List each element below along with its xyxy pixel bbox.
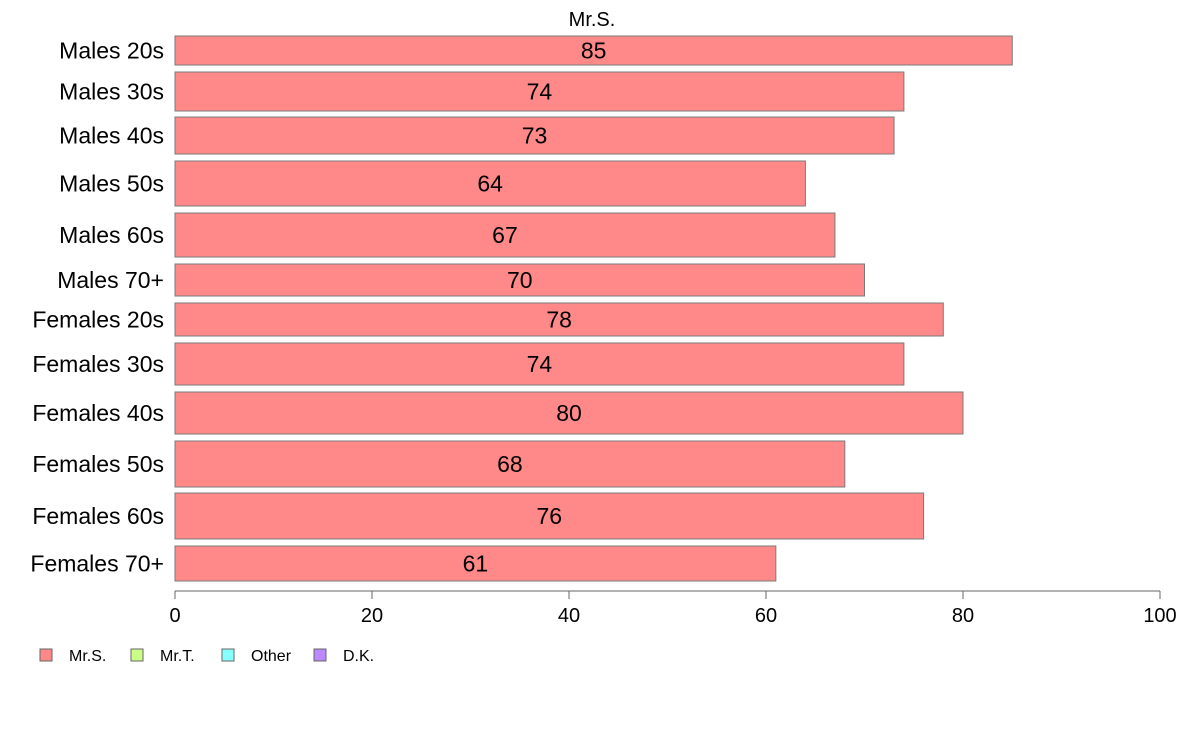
bar: [174, 263, 865, 297]
category-label: Females 20s: [32, 307, 164, 333]
category-label: Males 50s: [59, 171, 164, 197]
bar: [174, 302, 944, 337]
bar-value-label: 68: [497, 451, 523, 477]
category-label: Males 60s: [59, 222, 164, 248]
category-label: Females 40s: [32, 400, 164, 426]
bar-value-label: 78: [546, 307, 572, 333]
x-tick-label: 100: [1143, 605, 1176, 627]
category-label: Females 50s: [32, 451, 164, 477]
x-tick-label: 60: [755, 605, 777, 627]
bar-value-label: 73: [522, 123, 548, 149]
category-label: Males 70+: [57, 267, 164, 293]
x-tick-label: 20: [361, 605, 383, 627]
bar-value-label: 76: [537, 503, 563, 529]
x-tick-label: 0: [169, 605, 180, 627]
legend-swatch: [313, 648, 327, 662]
legend-swatch: [130, 648, 144, 662]
bar: [174, 116, 895, 155]
category-label: Females 30s: [32, 351, 164, 377]
bar: [174, 212, 836, 258]
legend-swatch: [221, 648, 235, 662]
category-labels: Males 20s Males 30s Males 40s Males 50s Male…: [30, 38, 164, 577]
category-label: Males 40s: [59, 123, 164, 149]
category-label: Females 60s: [32, 503, 164, 529]
bar: [174, 440, 846, 488]
x-tick-label: 40: [558, 605, 580, 627]
bar: [174, 342, 905, 386]
bar: [174, 35, 1013, 66]
legend-swatch: [39, 648, 53, 662]
legend-label: D.K.: [343, 648, 374, 665]
bar: [174, 71, 905, 112]
x-tick-label: 80: [952, 605, 974, 627]
bar: [174, 545, 777, 582]
bar-value-label: 74: [527, 79, 553, 105]
category-label: Males 20s: [59, 38, 164, 64]
bar-value-label: 74: [527, 351, 553, 377]
bar-value-label: 61: [463, 551, 489, 577]
chart-title: Mr.S.: [569, 9, 616, 31]
bar-value-label: 67: [492, 222, 518, 248]
bar: [174, 160, 806, 207]
bar-value-label: 80: [556, 400, 582, 426]
bar-value-label: 64: [477, 171, 503, 197]
category-label: Males 30s: [59, 79, 164, 105]
legend: Mr.S. Mr.T. Other D.K.: [39, 648, 374, 665]
bar-value-label: 70: [507, 267, 533, 293]
bar: [174, 391, 964, 435]
bar-value-label: 85: [581, 38, 607, 64]
bar: [174, 492, 925, 540]
legend-label: Mr.S.: [69, 648, 106, 665]
legend-label: Other: [251, 648, 292, 665]
legend-label: Mr.T.: [160, 648, 195, 665]
x-axis: 0 20 40 60 80 100: [169, 590, 1177, 627]
category-label: Females 70+: [30, 551, 164, 577]
